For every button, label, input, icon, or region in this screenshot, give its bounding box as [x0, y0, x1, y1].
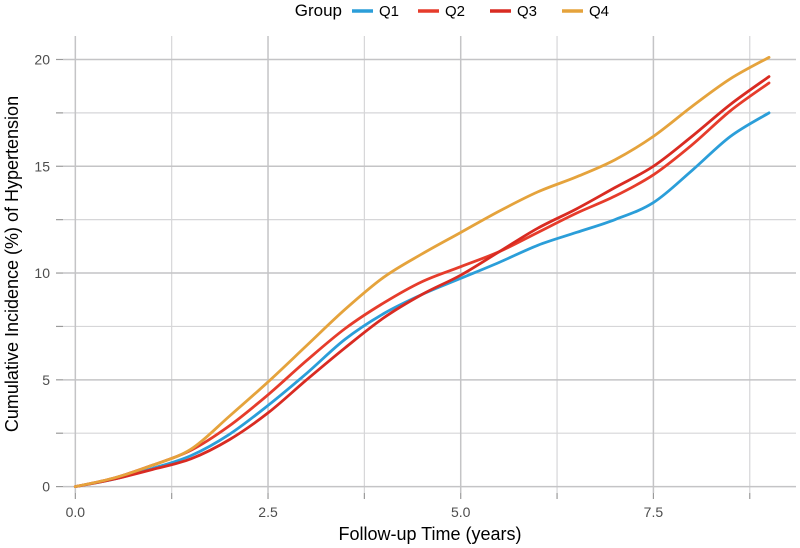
legend-item-q2[interactable]: Q2 — [418, 3, 465, 20]
data-series-lines — [73, 55, 771, 488]
series-line-q1 — [73, 111, 771, 488]
legend-label-q3: Q3 — [517, 3, 537, 20]
y-tick-label: 20 — [34, 51, 50, 67]
legend: Group Q1 Q2 Q3 Q4 — [295, 1, 609, 20]
legend-label-q2: Q2 — [445, 3, 465, 20]
y-tick-label: 0 — [42, 479, 50, 495]
legend-item-q3[interactable]: Q3 — [490, 3, 537, 20]
series-line-q2 — [73, 81, 771, 488]
x-tick-label: 0.0 — [66, 504, 86, 520]
y-tick-label: 10 — [34, 265, 50, 281]
x-axis-title: Follow-up Time (years) — [338, 524, 521, 544]
legend-item-q1[interactable]: Q1 — [352, 3, 399, 20]
y-axis-title: Cumulative Incidence (%) of Hypertension — [2, 96, 22, 432]
x-tick-label: 5.0 — [451, 504, 471, 520]
y-tick-label: 5 — [42, 372, 50, 388]
grid-minor-lines — [63, 36, 796, 493]
y-axis-tick-labels: 0 5 10 15 20 — [34, 51, 50, 494]
legend-item-q4[interactable]: Q4 — [562, 3, 609, 20]
legend-title: Group — [295, 1, 342, 20]
series-line-q3 — [73, 75, 771, 488]
x-tick-label: 2.5 — [258, 504, 278, 520]
series-line-q4 — [73, 55, 771, 488]
x-tick-label: 7.5 — [644, 504, 664, 520]
grid-major-lines — [63, 36, 796, 493]
legend-label-q1: Q1 — [379, 3, 399, 20]
y-tick-label: 15 — [34, 158, 50, 174]
x-axis-tick-labels: 0.0 2.5 5.0 7.5 — [66, 504, 664, 520]
axis-tick-marks — [56, 58, 751, 499]
legend-label-q4: Q4 — [589, 3, 609, 20]
